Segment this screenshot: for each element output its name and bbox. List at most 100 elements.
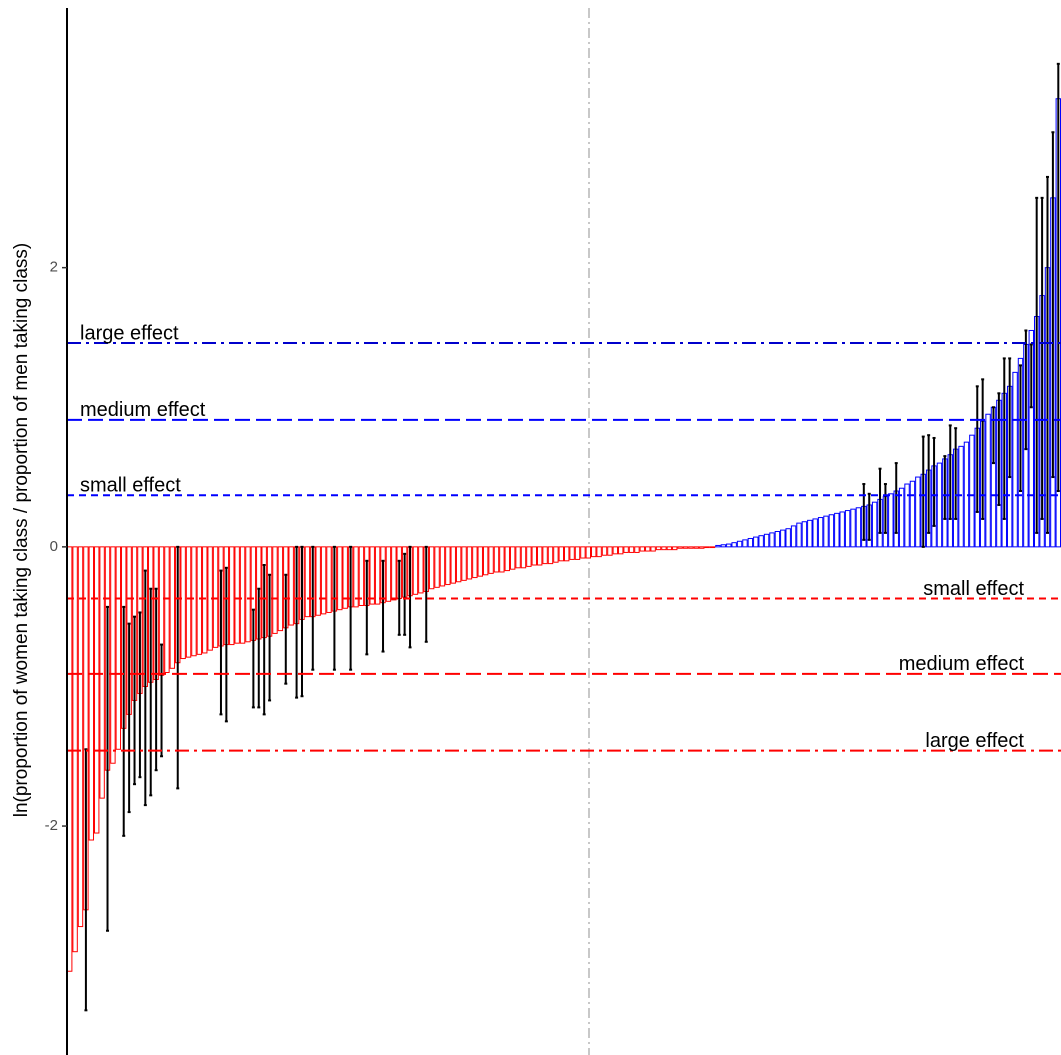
bar xyxy=(612,546,619,555)
bar xyxy=(661,546,667,551)
bar xyxy=(358,546,365,606)
bar xyxy=(288,546,294,626)
y-axis-label: ln(proportion of women taking class / pr… xyxy=(11,243,32,818)
bar xyxy=(202,546,208,654)
bar xyxy=(1012,371,1018,548)
bar xyxy=(180,546,186,660)
bar xyxy=(699,546,705,549)
bar xyxy=(272,546,278,634)
bar xyxy=(304,546,311,618)
effect-label: large effect xyxy=(80,322,179,344)
bar xyxy=(385,546,392,602)
bar xyxy=(234,546,240,644)
bar xyxy=(834,512,840,548)
bar xyxy=(823,515,829,548)
bar xyxy=(569,546,575,560)
bar xyxy=(585,546,592,559)
bar xyxy=(634,546,640,553)
bar xyxy=(672,546,678,551)
bar xyxy=(645,546,651,552)
bar xyxy=(801,521,808,548)
bar xyxy=(817,517,824,548)
bar xyxy=(418,546,424,594)
bar xyxy=(99,546,105,799)
bar xyxy=(229,546,235,646)
bar xyxy=(720,544,727,548)
effect-label: large effect xyxy=(925,730,1024,752)
bar xyxy=(88,546,95,841)
bar xyxy=(850,508,856,548)
bar xyxy=(542,546,548,565)
bar xyxy=(526,546,532,567)
bar xyxy=(461,546,467,581)
bar xyxy=(790,525,797,548)
bar xyxy=(985,413,991,548)
bar xyxy=(67,546,73,972)
bar xyxy=(558,546,565,562)
effect-label: medium effect xyxy=(80,399,206,421)
bar xyxy=(828,514,835,548)
y-tick-label: 0 xyxy=(50,538,58,555)
effect-label: small effect xyxy=(923,578,1024,600)
bar xyxy=(531,546,537,566)
bar xyxy=(337,546,343,611)
bar xyxy=(688,546,694,549)
bar xyxy=(504,546,510,572)
bar xyxy=(342,546,348,609)
bar xyxy=(936,462,943,548)
bar xyxy=(763,533,770,548)
bar xyxy=(574,546,581,560)
bar xyxy=(482,546,489,576)
bar xyxy=(369,546,375,605)
bar xyxy=(888,493,894,548)
bar xyxy=(623,546,629,553)
bar xyxy=(450,546,456,584)
y-tick-label: 2 xyxy=(50,259,58,276)
bar xyxy=(428,546,435,590)
bar xyxy=(374,546,381,605)
bar xyxy=(666,546,673,551)
bar xyxy=(466,546,473,580)
bar xyxy=(77,546,84,928)
bar xyxy=(898,487,905,548)
effect-label: medium effect xyxy=(899,653,1025,675)
bar xyxy=(682,546,689,549)
bar xyxy=(693,546,700,549)
bar xyxy=(796,522,802,548)
bar xyxy=(115,546,122,750)
bar xyxy=(547,546,554,565)
bar xyxy=(94,546,100,834)
bar xyxy=(509,546,516,570)
bar xyxy=(915,476,921,548)
bar xyxy=(245,546,251,643)
bar xyxy=(110,546,116,764)
bar xyxy=(871,501,878,548)
bar xyxy=(780,529,786,548)
bar xyxy=(639,546,646,552)
bar xyxy=(412,546,419,595)
bar xyxy=(564,546,570,562)
bar xyxy=(839,511,845,548)
bar xyxy=(520,546,527,569)
bar xyxy=(196,546,203,655)
bar xyxy=(169,546,176,669)
bar xyxy=(277,546,284,632)
bar xyxy=(477,546,483,577)
bar xyxy=(758,535,764,548)
bar xyxy=(439,546,446,587)
bar xyxy=(958,445,964,548)
bar xyxy=(969,434,975,548)
bar xyxy=(315,546,321,616)
y-tick-label: -2 xyxy=(45,817,58,834)
bar xyxy=(591,546,597,558)
bar xyxy=(844,510,851,548)
bar xyxy=(553,546,559,563)
bar xyxy=(769,532,775,548)
bar xyxy=(1028,329,1034,548)
bar xyxy=(618,546,624,555)
bar xyxy=(785,528,791,548)
bar xyxy=(191,546,197,657)
bar xyxy=(596,546,602,558)
bar xyxy=(655,546,662,551)
